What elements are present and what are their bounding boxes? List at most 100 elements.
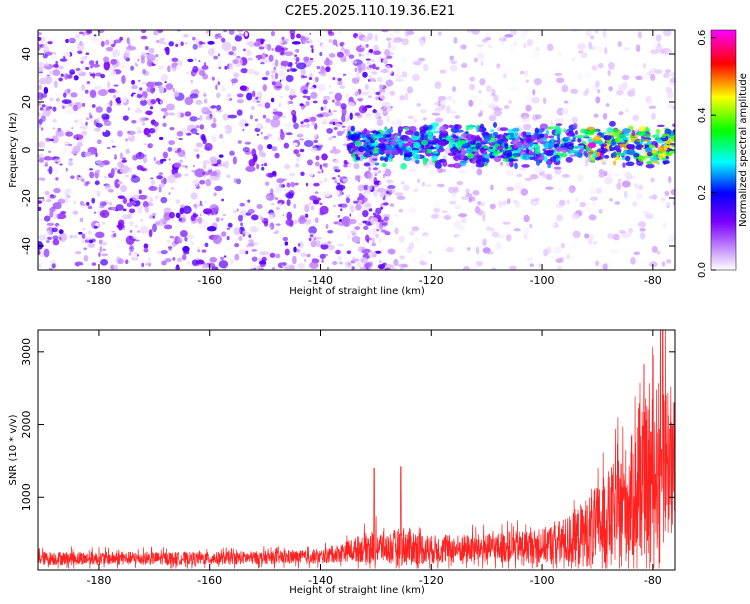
heatmap-cell bbox=[84, 152, 92, 157]
heatmap-cell bbox=[441, 210, 448, 214]
heatmap-cell bbox=[600, 30, 607, 35]
heatmap-cell bbox=[242, 128, 245, 132]
heatmap-cell bbox=[271, 126, 274, 130]
heatmap-cell bbox=[148, 229, 153, 238]
heatmap-cell bbox=[385, 65, 391, 71]
heatmap-cell bbox=[574, 130, 578, 135]
heatmap-cell bbox=[291, 103, 296, 110]
heatmap-cell bbox=[612, 160, 617, 166]
heatmap-cell bbox=[58, 77, 63, 82]
heatmap-cell bbox=[257, 97, 261, 102]
heatmap-cell bbox=[239, 85, 247, 91]
heatmap-cell bbox=[38, 75, 41, 79]
heatmap-cell bbox=[225, 95, 230, 101]
heatmap-cell bbox=[597, 62, 604, 69]
heatmap-cell bbox=[323, 194, 327, 198]
heatmap-area bbox=[38, 30, 675, 270]
heatmap-cell bbox=[323, 177, 328, 183]
heatmap-cell bbox=[513, 199, 518, 204]
heatmap-cell bbox=[204, 142, 213, 151]
heatmap-cell bbox=[53, 187, 61, 194]
heatmap-cell bbox=[539, 133, 545, 138]
heatmap-cell bbox=[239, 213, 242, 216]
heatmap-cell bbox=[386, 134, 392, 138]
heatmap-cell bbox=[269, 188, 274, 196]
heatmap-cell bbox=[203, 62, 207, 67]
heatmap-cell bbox=[143, 127, 150, 136]
heatmap-cell bbox=[119, 121, 125, 127]
heatmap-cell bbox=[139, 117, 146, 123]
heatmap-cell bbox=[99, 246, 103, 253]
heatmap-cell bbox=[211, 76, 215, 81]
heatmap-cell bbox=[533, 197, 540, 202]
heatmap-cell bbox=[319, 164, 323, 170]
heatmap-cell bbox=[562, 114, 567, 121]
heatmap-cell bbox=[38, 31, 42, 36]
heatmap-cell bbox=[630, 256, 636, 265]
heatmap-cell bbox=[192, 43, 198, 50]
heatmap-cell bbox=[152, 215, 156, 219]
heatmap-cell bbox=[348, 54, 355, 59]
heatmap-cell bbox=[75, 67, 81, 71]
heatmap-cell bbox=[159, 37, 165, 45]
heatmap-cell bbox=[131, 84, 138, 90]
heatmap-cell bbox=[164, 258, 172, 263]
heatmap-cell bbox=[284, 163, 291, 170]
heatmap-cell bbox=[482, 214, 486, 222]
heatmap-cell bbox=[100, 40, 105, 47]
heatmap-cell bbox=[120, 94, 127, 104]
heatmap-cell bbox=[192, 180, 196, 184]
heatmap-cell bbox=[226, 174, 231, 179]
heatmap-cell bbox=[396, 119, 403, 127]
heatmap-cell bbox=[488, 103, 497, 110]
heatmap-cell bbox=[564, 136, 571, 141]
heatmap-cell bbox=[167, 246, 173, 249]
heatmap-cell bbox=[80, 178, 85, 182]
heatmap-cell bbox=[373, 44, 379, 52]
heatmap-cell bbox=[203, 175, 206, 179]
heatmap-cell bbox=[551, 255, 555, 260]
heatmap-cell bbox=[38, 234, 47, 241]
heatmap-cell bbox=[80, 60, 84, 64]
heatmap-cell bbox=[525, 79, 529, 83]
heatmap-cell bbox=[327, 229, 334, 234]
heatmap-cell bbox=[658, 247, 665, 253]
heatmap-cell bbox=[382, 170, 385, 173]
heatmap-cell bbox=[302, 89, 308, 95]
heatmap-cell bbox=[380, 69, 389, 74]
heatmap-cell bbox=[238, 236, 243, 241]
heatmap-cell bbox=[380, 30, 389, 33]
heatmap-cell bbox=[140, 55, 145, 60]
heatmap-cell bbox=[454, 205, 461, 210]
heatmap-cell bbox=[457, 143, 462, 151]
heatmap-cell bbox=[248, 234, 252, 238]
heatmap-cell bbox=[521, 164, 530, 168]
heatmap-cell bbox=[287, 100, 291, 105]
heatmap-cell bbox=[585, 30, 592, 37]
heatmap-cell bbox=[533, 78, 542, 86]
heatmap-cell bbox=[251, 249, 258, 252]
heatmap-cell bbox=[622, 74, 630, 81]
heatmap-cell bbox=[169, 126, 175, 131]
heatmap-cell bbox=[54, 166, 58, 175]
heatmap-cell bbox=[320, 106, 324, 111]
heatmap-cell bbox=[628, 229, 633, 237]
heatmap-cell bbox=[250, 105, 255, 111]
heatmap-cell bbox=[146, 257, 152, 264]
x-tick-label: -120 bbox=[419, 274, 444, 287]
heatmap-cell bbox=[630, 88, 636, 92]
heatmap-cell bbox=[475, 142, 482, 148]
heatmap-cell bbox=[321, 153, 328, 161]
heatmap-cell bbox=[424, 83, 434, 92]
heatmap-cell bbox=[197, 44, 203, 48]
heatmap-cell bbox=[656, 137, 660, 143]
heatmap-cell bbox=[283, 38, 290, 42]
heatmap-cell bbox=[394, 73, 404, 79]
heatmap-cell bbox=[543, 150, 552, 155]
heatmap-cell bbox=[314, 132, 318, 139]
heatmap-cell bbox=[376, 76, 383, 83]
heatmap-cell bbox=[142, 48, 145, 54]
heatmap-cell bbox=[102, 127, 107, 133]
heatmap-cell bbox=[144, 46, 149, 51]
heatmap-cell bbox=[213, 213, 216, 217]
